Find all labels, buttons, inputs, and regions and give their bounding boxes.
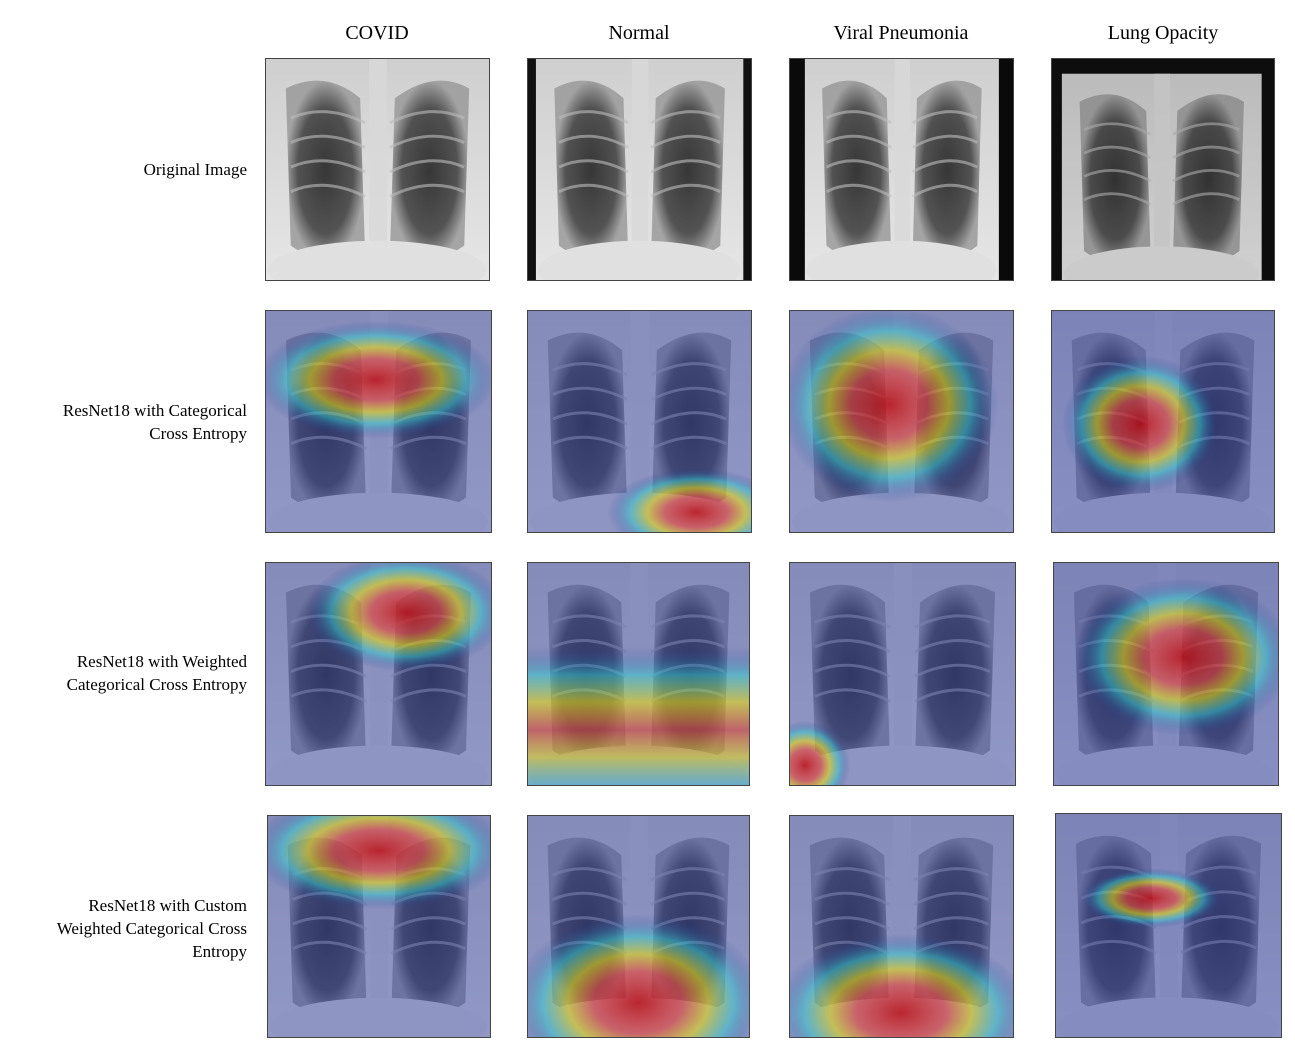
lung-opacity-custom-weighted-cce-heatmap	[1055, 813, 1282, 1038]
column-header-normal: Normal	[608, 22, 670, 44]
row-label-original: Original Image	[143, 160, 247, 179]
row-label-custom-weighted-cce: ResNet18 with Custom Weighted Categorica…	[56, 896, 247, 961]
lung-opacity-original-xray	[1051, 58, 1275, 281]
covid-custom-weighted-cce-heatmap	[267, 815, 491, 1038]
normal-custom-weighted-cce-heatmap	[527, 815, 750, 1038]
covid-original-xray	[265, 58, 490, 281]
normal-original-xray	[527, 58, 752, 281]
covid-cce-heatmap	[265, 310, 492, 533]
lung-opacity-cce-heatmap	[1051, 310, 1275, 533]
column-header-viral-pneumonia: Viral Pneumonia	[833, 22, 969, 44]
normal-weighted-cce-heatmap	[527, 562, 750, 786]
covid-weighted-cce-heatmap	[265, 562, 492, 786]
lung-opacity-weighted-cce-heatmap	[1053, 562, 1279, 786]
row-label-cce: ResNet18 with Categorical Cross Entropy	[62, 401, 247, 443]
column-header-covid: COVID	[345, 22, 409, 44]
viral-pneumonia-weighted-cce-heatmap	[789, 562, 1016, 786]
viral-pneumonia-custom-weighted-cce-heatmap	[789, 815, 1014, 1038]
column-header-lung-opacity: Lung Opacity	[1107, 22, 1219, 44]
normal-cce-heatmap	[527, 310, 752, 533]
viral-pneumonia-original-xray	[789, 58, 1014, 281]
viral-pneumonia-cce-heatmap	[789, 310, 1014, 533]
row-label-weighted-cce: ResNet18 with Weighted Categorical Cross…	[66, 652, 247, 694]
